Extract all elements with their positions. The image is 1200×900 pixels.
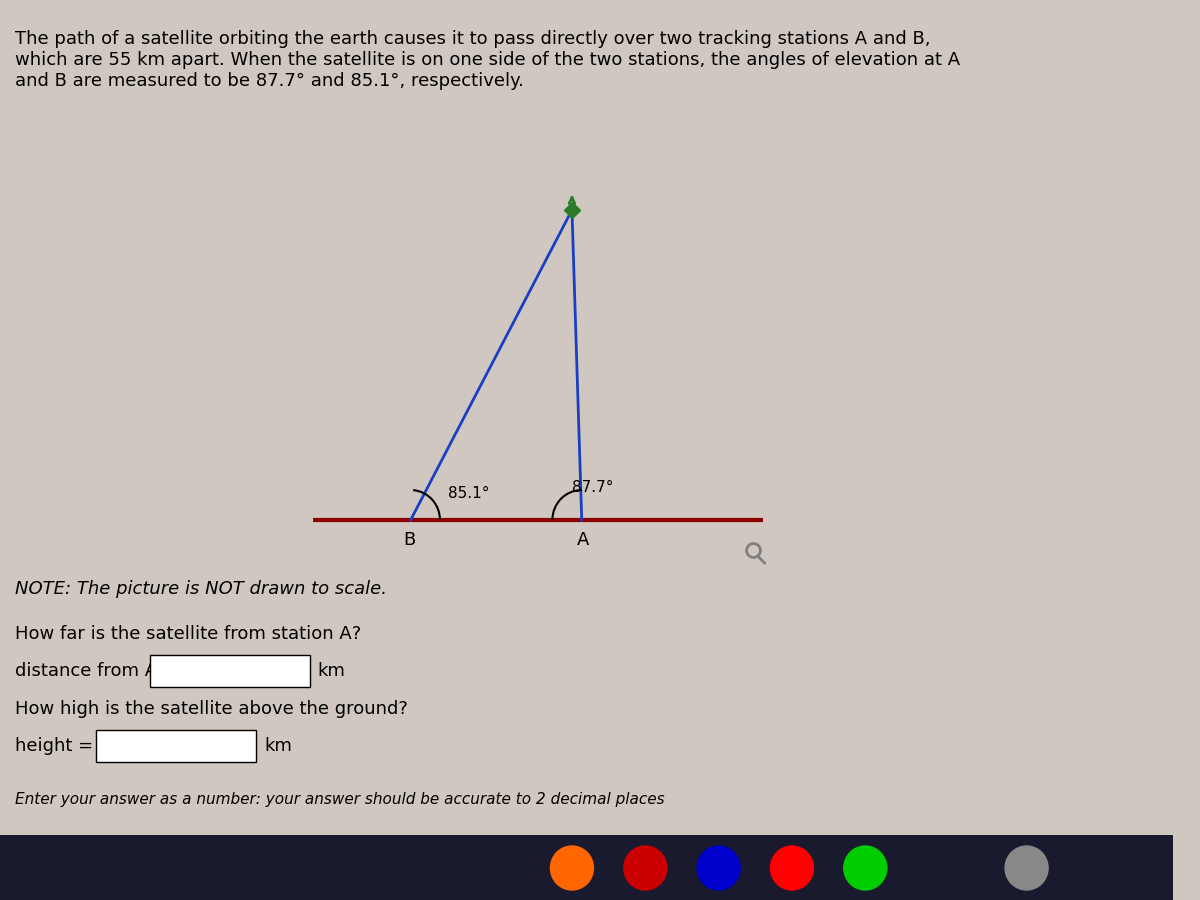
Circle shape — [624, 846, 667, 890]
Text: 87.7°: 87.7° — [572, 480, 613, 495]
Text: 85.1°: 85.1° — [448, 486, 490, 501]
Text: NOTE: The picture is NOT drawn to scale.: NOTE: The picture is NOT drawn to scale. — [14, 580, 386, 598]
FancyBboxPatch shape — [96, 730, 256, 762]
Text: height =: height = — [14, 737, 92, 755]
Circle shape — [697, 846, 740, 890]
FancyBboxPatch shape — [150, 655, 310, 687]
Circle shape — [1006, 846, 1048, 890]
Text: The path of a satellite orbiting the earth causes it to pass directly over two t: The path of a satellite orbiting the ear… — [14, 30, 960, 90]
Circle shape — [770, 846, 814, 890]
Text: distance from A =: distance from A = — [14, 662, 178, 680]
Text: A: A — [577, 531, 589, 549]
Circle shape — [551, 846, 594, 890]
Text: km: km — [264, 737, 292, 755]
Text: Enter your answer as a number: your answer should be accurate to 2 decimal place: Enter your answer as a number: your answ… — [14, 792, 665, 807]
Circle shape — [844, 846, 887, 890]
Text: B: B — [403, 531, 415, 549]
Text: How far is the satellite from station A?: How far is the satellite from station A? — [14, 625, 361, 643]
Text: How high is the satellite above the ground?: How high is the satellite above the grou… — [14, 700, 408, 718]
Bar — [0, 835, 1174, 900]
Text: km: km — [318, 662, 346, 680]
